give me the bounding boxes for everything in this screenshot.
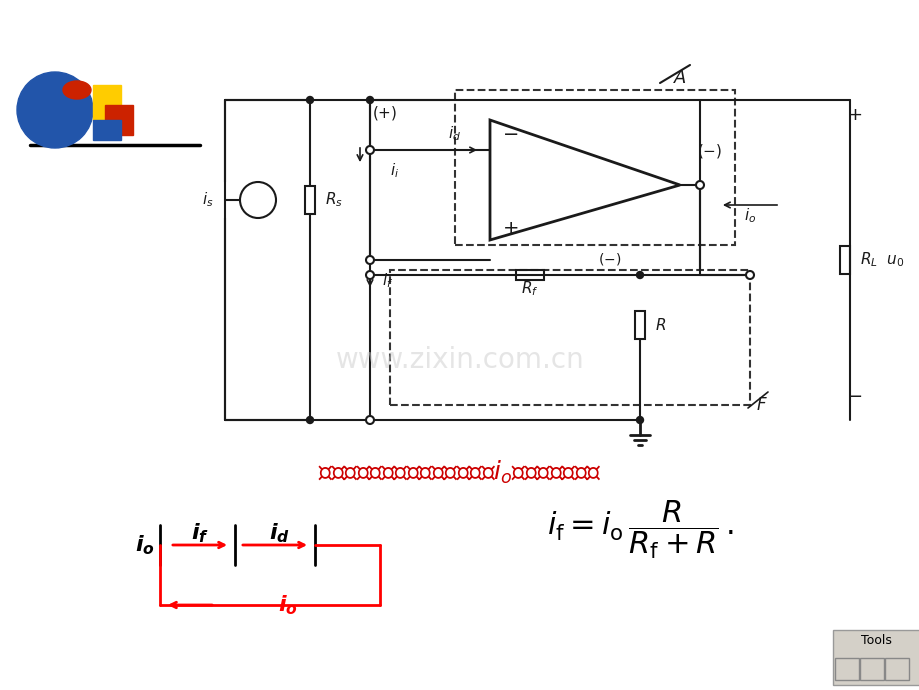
Bar — [834, 658, 858, 680]
Text: $-$: $-$ — [502, 123, 517, 141]
Circle shape — [240, 182, 276, 218]
Text: $i_s$: $i_s$ — [202, 190, 213, 209]
Text: $R_s$: $R_s$ — [324, 190, 343, 209]
Circle shape — [366, 257, 373, 264]
Circle shape — [745, 271, 754, 279]
Circle shape — [366, 271, 374, 279]
Text: $(−)$: $(−)$ — [697, 141, 721, 159]
Text: $(−)$: $(−)$ — [597, 250, 621, 266]
Bar — [832, 630, 919, 685]
Text: $F$: $F$ — [755, 396, 767, 414]
Text: $R_f$: $R_f$ — [520, 279, 539, 297]
Circle shape — [366, 146, 374, 154]
Text: $A$: $A$ — [673, 69, 686, 87]
Circle shape — [17, 72, 93, 148]
Circle shape — [306, 417, 313, 424]
Text: Tools: Tools — [859, 633, 891, 647]
Text: 电流负反馈的特点是使输出电流$i_o$趋向于维持恒定: 电流负反馈的特点是使输出电流$i_o$趋向于维持恒定 — [318, 458, 601, 486]
Bar — [305, 186, 314, 214]
Text: $i_o$: $i_o$ — [743, 206, 755, 225]
Text: $R_L$  $u_0$: $R_L$ $u_0$ — [859, 250, 903, 269]
Text: $\bfit{i}_d$: $\bfit{i}_d$ — [269, 521, 290, 545]
Circle shape — [636, 271, 642, 279]
Circle shape — [636, 417, 642, 424]
Circle shape — [366, 256, 374, 264]
Bar — [634, 311, 644, 339]
Bar — [884, 658, 908, 680]
Bar — [105, 105, 133, 135]
Ellipse shape — [62, 81, 91, 99]
Bar — [839, 246, 849, 274]
Circle shape — [366, 97, 373, 104]
Text: $\bfit{i}_o$: $\bfit{i}_o$ — [278, 593, 297, 617]
Text: www.zixin.com.cn: www.zixin.com.cn — [335, 346, 584, 374]
Text: $R$: $R$ — [654, 317, 665, 333]
Text: $\bfit{i}_o$: $\bfit{i}_o$ — [135, 533, 154, 557]
Bar — [859, 658, 883, 680]
Circle shape — [366, 416, 374, 424]
Circle shape — [306, 97, 313, 104]
Text: $+$: $+$ — [501, 219, 517, 237]
Text: $i_i$: $i_i$ — [390, 161, 399, 179]
Text: $i_{\mathrm{f}} = i_{\mathrm{o}}\,\dfrac{R}{R_{\mathrm{f}}+R}\,.$: $i_{\mathrm{f}} = i_{\mathrm{o}}\,\dfrac… — [546, 499, 732, 562]
Bar — [93, 120, 121, 140]
Bar — [516, 270, 543, 280]
Circle shape — [696, 181, 703, 189]
Text: $(+)$: $(+)$ — [372, 104, 397, 122]
Text: $+$: $+$ — [846, 106, 862, 124]
Text: $-$: $-$ — [846, 386, 862, 404]
Text: $i_f$: $i_f$ — [382, 271, 393, 290]
Bar — [93, 85, 121, 120]
Text: $\bfit{i}_f$: $\bfit{i}_f$ — [190, 521, 209, 545]
Text: $i_d$: $i_d$ — [448, 124, 461, 143]
